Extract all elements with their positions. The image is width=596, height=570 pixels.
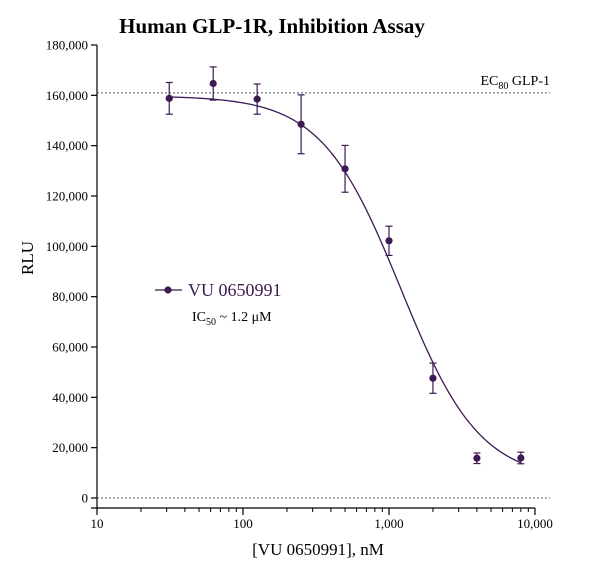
y-tick-label: 180,000 — [46, 38, 88, 53]
y-tick-label: 0 — [82, 491, 89, 506]
data-point — [297, 94, 305, 155]
x-axis-title: [VU 0650991], nM — [252, 540, 384, 559]
chart-title: Human GLP-1R, Inhibition Assay — [119, 14, 425, 38]
data-point — [341, 144, 349, 193]
axes: 0 20,000 40,000 60,000 80,000 100,000 120,000 1… — [46, 38, 553, 532]
y-tick-label: 60,000 — [52, 340, 88, 355]
data-point — [517, 451, 525, 465]
point-marker — [297, 120, 305, 128]
data-point — [165, 81, 173, 115]
x-tick-label: 100 — [233, 516, 253, 531]
point-marker — [385, 237, 393, 245]
data-point — [429, 362, 437, 394]
point-marker — [429, 374, 437, 382]
x-tick-label: 10,000 — [517, 516, 553, 531]
point-marker — [341, 165, 349, 173]
x-tick-label: 1,000 — [374, 516, 403, 531]
data-point — [253, 83, 261, 115]
legend: VU 0650991 — [155, 280, 282, 300]
x-tick-label: 10 — [91, 516, 104, 531]
ic50-annotation: IC50 ~ 1.2 μM — [192, 310, 272, 328]
legend-marker — [164, 286, 172, 294]
point-marker — [165, 94, 173, 102]
data-point — [209, 66, 217, 101]
data-points-layer — [165, 66, 525, 465]
ec80-label: EC80 GLP-1 — [480, 74, 550, 92]
data-point — [473, 452, 481, 465]
y-tick-label: 80,000 — [52, 289, 88, 304]
y-tick-label: 20,000 — [52, 440, 88, 455]
legend-label: VU 0650991 — [188, 280, 282, 300]
point-marker — [473, 454, 481, 462]
y-tick-label: 120,000 — [46, 189, 88, 204]
y-tick-label: 160,000 — [46, 88, 88, 103]
y-tick-label: 140,000 — [46, 138, 88, 153]
point-marker — [253, 95, 261, 103]
point-marker — [517, 454, 525, 462]
y-axis-title: RLU — [18, 241, 37, 275]
data-point — [385, 225, 393, 256]
point-marker — [209, 79, 217, 88]
annotations: IC50 ~ 1.2 μM — [192, 310, 272, 328]
y-tick-label: 100,000 — [46, 239, 88, 254]
reference-lines: EC80 GLP-1 — [97, 74, 550, 499]
y-tick-label: 40,000 — [52, 390, 88, 405]
